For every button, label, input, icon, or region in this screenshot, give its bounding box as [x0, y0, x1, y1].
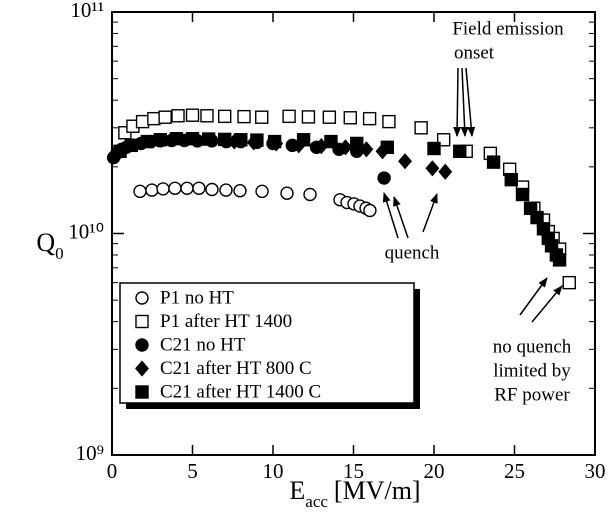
marker [552, 253, 567, 267]
marker [377, 171, 391, 185]
series [113, 131, 567, 267]
legend-marker [135, 314, 149, 329]
marker [322, 110, 337, 124]
marker [267, 134, 282, 149]
legend-label: P1 no HT [160, 287, 234, 308]
marker [237, 109, 251, 124]
marker [398, 153, 412, 170]
legend-label: C21 after HT 1400 C [160, 381, 321, 402]
marker [145, 183, 159, 197]
marker [338, 139, 353, 156]
legend-marker [135, 291, 149, 305]
marker [255, 184, 269, 199]
marker [180, 181, 194, 195]
marker [133, 184, 147, 199]
marker [453, 144, 467, 159]
marker [200, 109, 214, 123]
marker [234, 133, 248, 147]
marker [303, 187, 317, 202]
marker [530, 210, 544, 225]
x-tick-label: 25 [504, 459, 525, 483]
marker [169, 131, 184, 146]
marker [147, 111, 161, 126]
marker [158, 110, 172, 124]
y-tick-label: 10¹⁰ [68, 219, 104, 243]
marker [280, 186, 294, 200]
marker [350, 136, 364, 151]
marker [219, 183, 233, 197]
marker [363, 203, 377, 218]
series [133, 181, 377, 218]
legend-box [119, 282, 415, 404]
x-axis-label: Eacc [MV/m] [289, 476, 420, 511]
marker [255, 110, 269, 124]
marker [233, 184, 247, 198]
marker [362, 111, 377, 126]
marker [168, 181, 182, 195]
legend-marker [135, 385, 149, 399]
marker [301, 110, 316, 124]
marker [414, 121, 428, 135]
x-tick-label: 20 [424, 459, 445, 483]
annotation: quench [385, 242, 440, 263]
marker [185, 131, 200, 146]
marker [124, 138, 139, 153]
marker [217, 109, 232, 124]
annotation: onset [454, 42, 495, 63]
marker [205, 182, 219, 197]
marker [217, 132, 232, 147]
marker [504, 172, 518, 187]
marker [140, 134, 155, 149]
marker [427, 141, 441, 156]
x-tick-label: 5 [187, 459, 198, 483]
marker [171, 109, 185, 123]
annotation: limited by [493, 360, 571, 381]
x-tick-label: 15 [343, 459, 364, 483]
annotation: Field emission [452, 18, 564, 39]
annotation: RF power [494, 384, 570, 405]
marker [296, 133, 311, 147]
legend-label: P1 after HT 1400 [160, 311, 292, 332]
y-tick-label: 10¹¹ [70, 0, 104, 22]
marker [438, 163, 453, 180]
y-axis-label: Q0 [36, 228, 63, 263]
marker [343, 111, 357, 125]
legend-marker [135, 338, 149, 352]
annotation: no quench [493, 336, 572, 357]
y-tick-label: 10⁹ [76, 441, 104, 465]
legend-marker [135, 360, 149, 377]
series [118, 108, 576, 290]
marker [185, 108, 200, 122]
marker [192, 181, 206, 195]
legend-label: C21 after HT 800 C [160, 358, 312, 379]
marker [562, 275, 576, 290]
marker [425, 160, 440, 177]
marker [156, 182, 170, 196]
marker [282, 109, 296, 124]
marker [250, 133, 264, 147]
marker [135, 114, 150, 129]
marker [515, 187, 530, 202]
legend-label: C21 no HT [160, 334, 246, 355]
marker [153, 133, 168, 147]
marker [380, 140, 395, 154]
arrows [382, 67, 563, 323]
marker [324, 134, 338, 149]
marker [113, 144, 127, 159]
marker [486, 155, 501, 169]
marker [382, 114, 396, 129]
x-tick-label: 10 [263, 459, 284, 483]
x-tick-label: 30 [585, 459, 606, 483]
marker [201, 132, 216, 146]
x-tick-label: 0 [107, 459, 118, 483]
